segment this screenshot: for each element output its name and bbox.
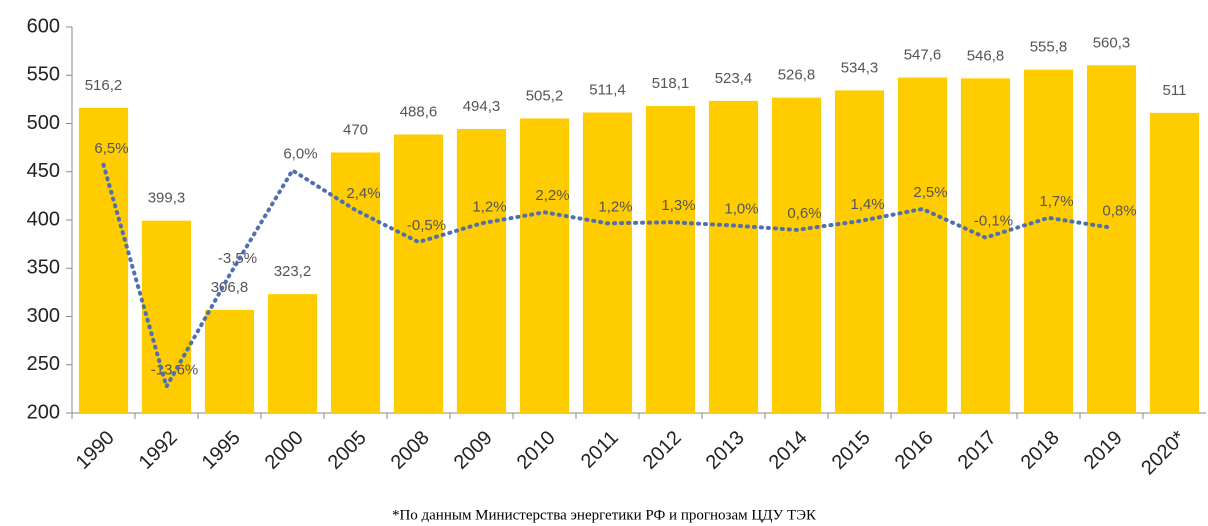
- bar-value-label: 511,4: [589, 81, 625, 98]
- bar: [78, 107, 129, 413]
- line-value-label: -3,5%: [218, 250, 257, 267]
- x-tick-label: 2019: [1080, 427, 1127, 474]
- bar-value-label: 547,6: [904, 47, 942, 64]
- line-value-label: 1,0%: [724, 200, 758, 217]
- x-tick-label: 2000: [261, 427, 308, 474]
- bar: [771, 97, 822, 413]
- bar-value-label: 323,2: [274, 263, 312, 280]
- bar-value-label: 505,2: [526, 87, 564, 104]
- footnote: *По данным Министерства энергетики РФ и …: [392, 507, 817, 523]
- line-value-label: 6,5%: [94, 140, 128, 157]
- x-tick-label: 2017: [954, 427, 1001, 474]
- line-value-label: 1,3%: [661, 197, 695, 214]
- x-tick-label: 2020*: [1137, 427, 1190, 480]
- bar-value-label: 518,1: [652, 75, 690, 92]
- y-tick-label: 400: [27, 208, 60, 230]
- bar-value-label: 516,2: [85, 77, 123, 94]
- bar: [456, 129, 507, 414]
- line-value-label: 2,5%: [913, 184, 947, 201]
- line-value-label: -13,6%: [151, 362, 199, 379]
- line-value-label: -0,1%: [974, 213, 1013, 230]
- bar: [960, 78, 1011, 413]
- line-value-label: 6,0%: [283, 145, 317, 162]
- bar: [897, 77, 948, 413]
- line-value-label: 1,2%: [598, 198, 632, 215]
- x-tick-label: 2011: [577, 427, 623, 473]
- bar: [519, 118, 570, 414]
- x-tick-label: 2010: [513, 427, 560, 474]
- bar-value-label: 494,3: [463, 98, 501, 115]
- x-tick-label: 2016: [891, 427, 938, 474]
- y-tick-label: 500: [27, 112, 60, 134]
- line-value-label: 2,2%: [535, 187, 569, 204]
- x-tick-label: 2013: [702, 427, 749, 474]
- bar-value-label: 306,8: [211, 279, 249, 296]
- x-tick-label: 2008: [387, 427, 434, 474]
- line-value-label: 1,2%: [472, 198, 506, 215]
- x-tick-label: 1990: [72, 427, 119, 474]
- x-tick-label: 2015: [828, 427, 875, 474]
- y-tick-label: 600: [27, 15, 60, 37]
- growth-line: [101, 162, 1114, 392]
- bar-value-label: 523,4: [715, 70, 753, 87]
- line-value-label: 1,4%: [850, 196, 884, 213]
- bar: [204, 309, 255, 413]
- bar: [834, 90, 885, 413]
- bar: [1149, 112, 1200, 413]
- bar-value-label: 546,8: [967, 47, 1005, 64]
- x-tick-label: 2005: [324, 427, 371, 474]
- bar: [1023, 69, 1074, 413]
- y-tick-label: 200: [27, 401, 60, 423]
- line-value-label: 0,8%: [1102, 203, 1136, 220]
- x-tick-label: 1995: [198, 427, 245, 474]
- bar-value-label: 526,8: [778, 67, 816, 84]
- y-tick-label: 550: [27, 64, 60, 86]
- line-value-label: -0,5%: [407, 217, 446, 234]
- bar: [267, 294, 318, 413]
- x-tick-label: 2018: [1017, 427, 1064, 474]
- line-value-label: 1,7%: [1039, 193, 1073, 210]
- bar-value-label: 470: [343, 121, 368, 138]
- bar-value-label: 560,3: [1093, 34, 1131, 51]
- bar: [1086, 65, 1137, 414]
- line-value-label: 0,6%: [787, 205, 821, 222]
- x-tick-label: 2009: [450, 427, 497, 474]
- x-tick-label: 2012: [639, 427, 686, 474]
- bar-value-label: 534,3: [841, 59, 879, 76]
- line-value-label: 2,4%: [346, 185, 380, 202]
- bar: [393, 134, 444, 413]
- x-tick-label: 2014: [765, 427, 812, 474]
- y-tick-label: 450: [27, 160, 60, 182]
- bar: [330, 152, 381, 413]
- x-tick-label: 1992: [135, 427, 182, 474]
- y-tick-label: 350: [27, 257, 60, 279]
- y-tick-label: 300: [27, 305, 60, 327]
- bar-value-label: 488,6: [400, 103, 438, 120]
- bar-value-label: 555,8: [1030, 39, 1068, 56]
- bar: [582, 112, 633, 414]
- bar: [708, 100, 759, 413]
- bar: [645, 106, 696, 413]
- bar-value-label: 399,3: [148, 190, 186, 207]
- y-tick-label: 250: [27, 353, 60, 375]
- bar-value-label: 511: [1163, 82, 1187, 99]
